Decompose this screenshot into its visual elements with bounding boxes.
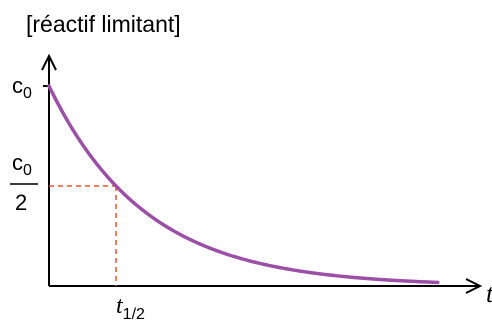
chart-title: [réactif limitant] <box>26 11 181 37</box>
y-tick-c0-sub: 0 <box>23 85 32 102</box>
x-tick-half-life: t1/2 <box>116 293 145 323</box>
x-axis-arrow <box>465 278 483 294</box>
decay-curve <box>47 84 440 285</box>
svg-text:c0: c0 <box>12 150 32 179</box>
x-tick-half-life-main: t <box>116 293 124 319</box>
y-tick-c0-main: c <box>12 73 23 98</box>
y-axis-arrow <box>41 53 57 71</box>
axes <box>41 53 483 294</box>
x-axis-label: t <box>486 279 492 308</box>
x-tick-half-life-sub: 1/2 <box>123 306 145 323</box>
y-tick-c0-half: c0 2 <box>10 150 38 215</box>
y-tick-half-num: c <box>12 150 23 175</box>
y-tick-half-den: 2 <box>15 190 27 215</box>
svg-text:c0: c0 <box>12 73 32 102</box>
y-tick-c0: c0 <box>12 73 32 102</box>
y-tick-half-num-sub: 0 <box>23 162 32 179</box>
